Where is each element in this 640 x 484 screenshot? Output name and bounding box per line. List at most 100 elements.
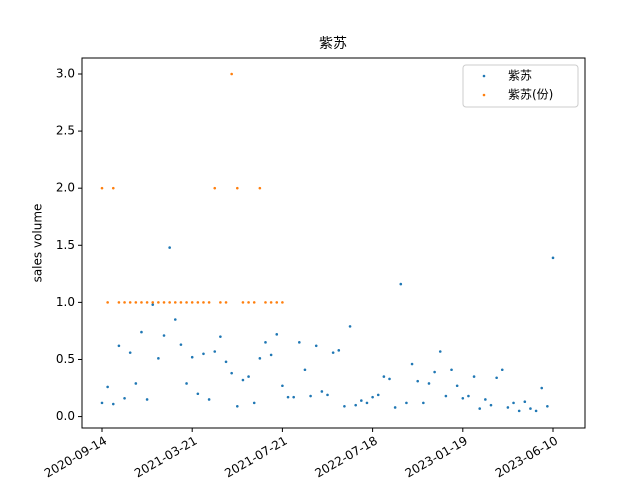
point [100, 401, 104, 405]
point [207, 398, 211, 401]
point [252, 401, 256, 405]
point [219, 335, 222, 338]
point [422, 401, 425, 405]
point [258, 357, 262, 360]
point [309, 394, 312, 398]
point [219, 301, 222, 304]
point [382, 375, 386, 378]
point [500, 368, 504, 372]
point [252, 301, 256, 304]
point [145, 398, 149, 401]
y-tick-label: 1.5 [56, 238, 75, 252]
point [128, 351, 132, 354]
point [140, 301, 143, 304]
point [224, 360, 228, 364]
point [438, 350, 442, 353]
point [151, 303, 155, 306]
plot-frame [81, 57, 586, 429]
point [405, 401, 408, 405]
point [281, 301, 284, 304]
point [354, 403, 357, 407]
point [320, 390, 324, 393]
point [286, 395, 290, 399]
point [247, 301, 250, 304]
point [348, 325, 352, 328]
point [196, 392, 200, 396]
point [416, 379, 420, 383]
point [269, 353, 273, 357]
point [134, 382, 138, 385]
point [140, 330, 143, 334]
point [292, 395, 295, 399]
point [529, 407, 532, 410]
point [173, 301, 177, 304]
point [134, 301, 138, 304]
point [247, 375, 250, 378]
y-tick-label: 1.0 [56, 295, 75, 309]
legend-marker [482, 74, 486, 78]
point [213, 186, 217, 190]
point [365, 401, 369, 405]
point [111, 186, 115, 190]
point [275, 333, 279, 336]
point [106, 385, 109, 389]
point [230, 72, 233, 76]
legend-box [462, 64, 579, 108]
point [393, 406, 397, 409]
point [106, 301, 109, 304]
point [512, 401, 515, 405]
point [433, 370, 436, 374]
point [314, 344, 318, 348]
point [303, 368, 307, 372]
point [123, 301, 126, 304]
point [495, 376, 498, 380]
point [444, 394, 448, 398]
point [173, 318, 177, 321]
point [241, 301, 245, 304]
point [343, 405, 346, 408]
point [157, 301, 160, 304]
y-tick-label: 3.0 [56, 66, 75, 80]
point [461, 397, 465, 400]
chart-title: 紫苏 [319, 36, 347, 52]
point [111, 402, 115, 406]
point [478, 407, 482, 410]
point [388, 377, 391, 381]
point [190, 301, 194, 304]
point [179, 301, 183, 304]
point [168, 301, 171, 304]
y-tick-label: 0.5 [56, 352, 75, 366]
y-tick-label: 0.0 [56, 409, 75, 423]
point [275, 301, 279, 304]
point [202, 352, 205, 356]
y-axis-label: sales volume [31, 204, 45, 283]
point [230, 371, 233, 375]
legend-marker [482, 93, 486, 97]
point [202, 301, 205, 304]
legend-label: 紫苏 [508, 69, 532, 83]
y-tick-label: 2.0 [56, 181, 75, 195]
point [264, 301, 267, 304]
point [489, 403, 493, 407]
point [472, 375, 476, 378]
point [168, 246, 171, 249]
point [376, 393, 380, 397]
point [371, 395, 374, 399]
point [213, 350, 217, 353]
point [117, 344, 121, 348]
legend-label: 紫苏(份) [508, 88, 553, 102]
point [534, 409, 538, 413]
point [241, 378, 245, 382]
point [236, 405, 239, 408]
point [100, 186, 104, 190]
point [337, 349, 341, 352]
y-tick-label: 2.5 [56, 124, 75, 138]
point [540, 386, 544, 390]
point [157, 357, 160, 360]
point [410, 362, 414, 366]
point [185, 301, 188, 304]
point [281, 384, 284, 388]
point [117, 301, 121, 304]
point [162, 334, 166, 337]
